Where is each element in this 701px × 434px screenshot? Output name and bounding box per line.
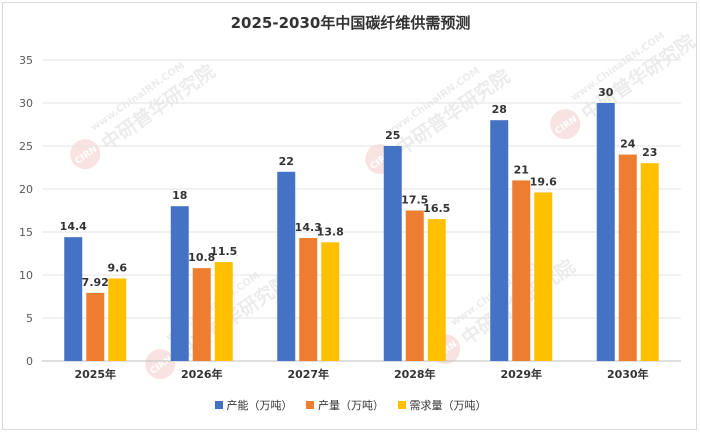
bar: [618, 154, 637, 361]
legend-swatch-capacity: [214, 401, 223, 409]
data-label: 28: [492, 103, 507, 116]
x-tick-label: 2029年: [500, 367, 542, 381]
legend-swatch-output: [306, 401, 314, 409]
bar: [299, 238, 318, 361]
data-label: 18: [172, 189, 187, 202]
bar: [596, 103, 615, 361]
data-label: 30: [598, 86, 614, 99]
y-tick-label: 15: [19, 226, 33, 239]
bar: [321, 242, 340, 361]
bar: [534, 192, 553, 361]
bar: [64, 237, 83, 361]
bar: [277, 171, 296, 361]
y-tick-label: 10: [19, 269, 33, 282]
bar: [86, 292, 105, 361]
legend-label-capacity: 产能（万吨）: [226, 399, 293, 412]
bars-layer: [64, 103, 659, 361]
legend-item-capacity: 产能（万吨）: [214, 397, 293, 413]
bar: [170, 206, 189, 361]
bar: [490, 120, 509, 361]
data-label: 24: [620, 138, 636, 151]
data-label: 23: [642, 146, 657, 159]
bar: [512, 180, 531, 361]
watermark-logo-icon: [145, 349, 176, 380]
x-tick-label: 2030年: [607, 367, 649, 381]
data-labels-layer: 14.4 7.92 9.6 18 10.811.5 22 14.313.8 25 17.516.…: [60, 86, 658, 289]
legend-item-output: 产量（万吨）: [306, 397, 384, 413]
data-label: 19.6: [530, 175, 557, 188]
bar: [640, 163, 659, 361]
bar: [405, 210, 424, 361]
data-label: 13.8: [317, 225, 344, 238]
bar: [214, 262, 233, 361]
x-tick-label: 2027年: [287, 367, 329, 381]
legend-item-demand: 需求量（万吨）: [397, 397, 487, 413]
data-label: 21: [514, 163, 529, 176]
legend-label-demand: 需求量（万吨）: [409, 399, 487, 412]
data-label: 11.5: [210, 245, 237, 258]
bar: [108, 278, 127, 361]
data-label: 14.3: [295, 221, 322, 234]
grid-lines: [42, 59, 681, 362]
data-label: 17.5: [401, 194, 428, 207]
data-label: 7.92: [82, 276, 109, 289]
legend-label-output: 产量（万吨）: [318, 399, 384, 412]
x-tick-label: 2026年: [181, 367, 223, 381]
y-tick-label: 0: [26, 355, 33, 368]
x-tick-label: 2028年: [394, 367, 436, 381]
y-axis: 0 5 10 15 20 25 30 35: [19, 54, 33, 368]
bar: [383, 146, 402, 361]
y-tick-label: 35: [19, 54, 33, 67]
legend-swatch-demand: [397, 401, 406, 409]
data-label: 10.8: [188, 251, 215, 264]
x-tick-label: 2025年: [74, 367, 116, 381]
data-label: 9.6: [108, 261, 128, 274]
y-tick-label: 30: [19, 97, 33, 110]
x-axis: 2025年 2026年 2027年 2028年 2029年 2030年: [74, 367, 648, 381]
y-tick-label: 25: [19, 140, 33, 153]
data-label: 14.4: [60, 220, 87, 233]
legend: 产能（万吨） 产量（万吨） 需求量（万吨）: [0, 397, 701, 413]
data-label: 25: [385, 129, 400, 142]
bar: [427, 219, 446, 361]
y-tick-label: 5: [26, 312, 33, 325]
chart-title: 2025-2030年中国碳纤维供需预测: [230, 14, 471, 32]
watermark-logo-icon: [70, 139, 101, 170]
y-tick-label: 20: [19, 183, 33, 196]
data-label: 16.5: [423, 202, 450, 215]
watermark-logo-icon: [550, 109, 581, 140]
bar: [192, 268, 211, 361]
data-label: 22: [279, 155, 294, 168]
